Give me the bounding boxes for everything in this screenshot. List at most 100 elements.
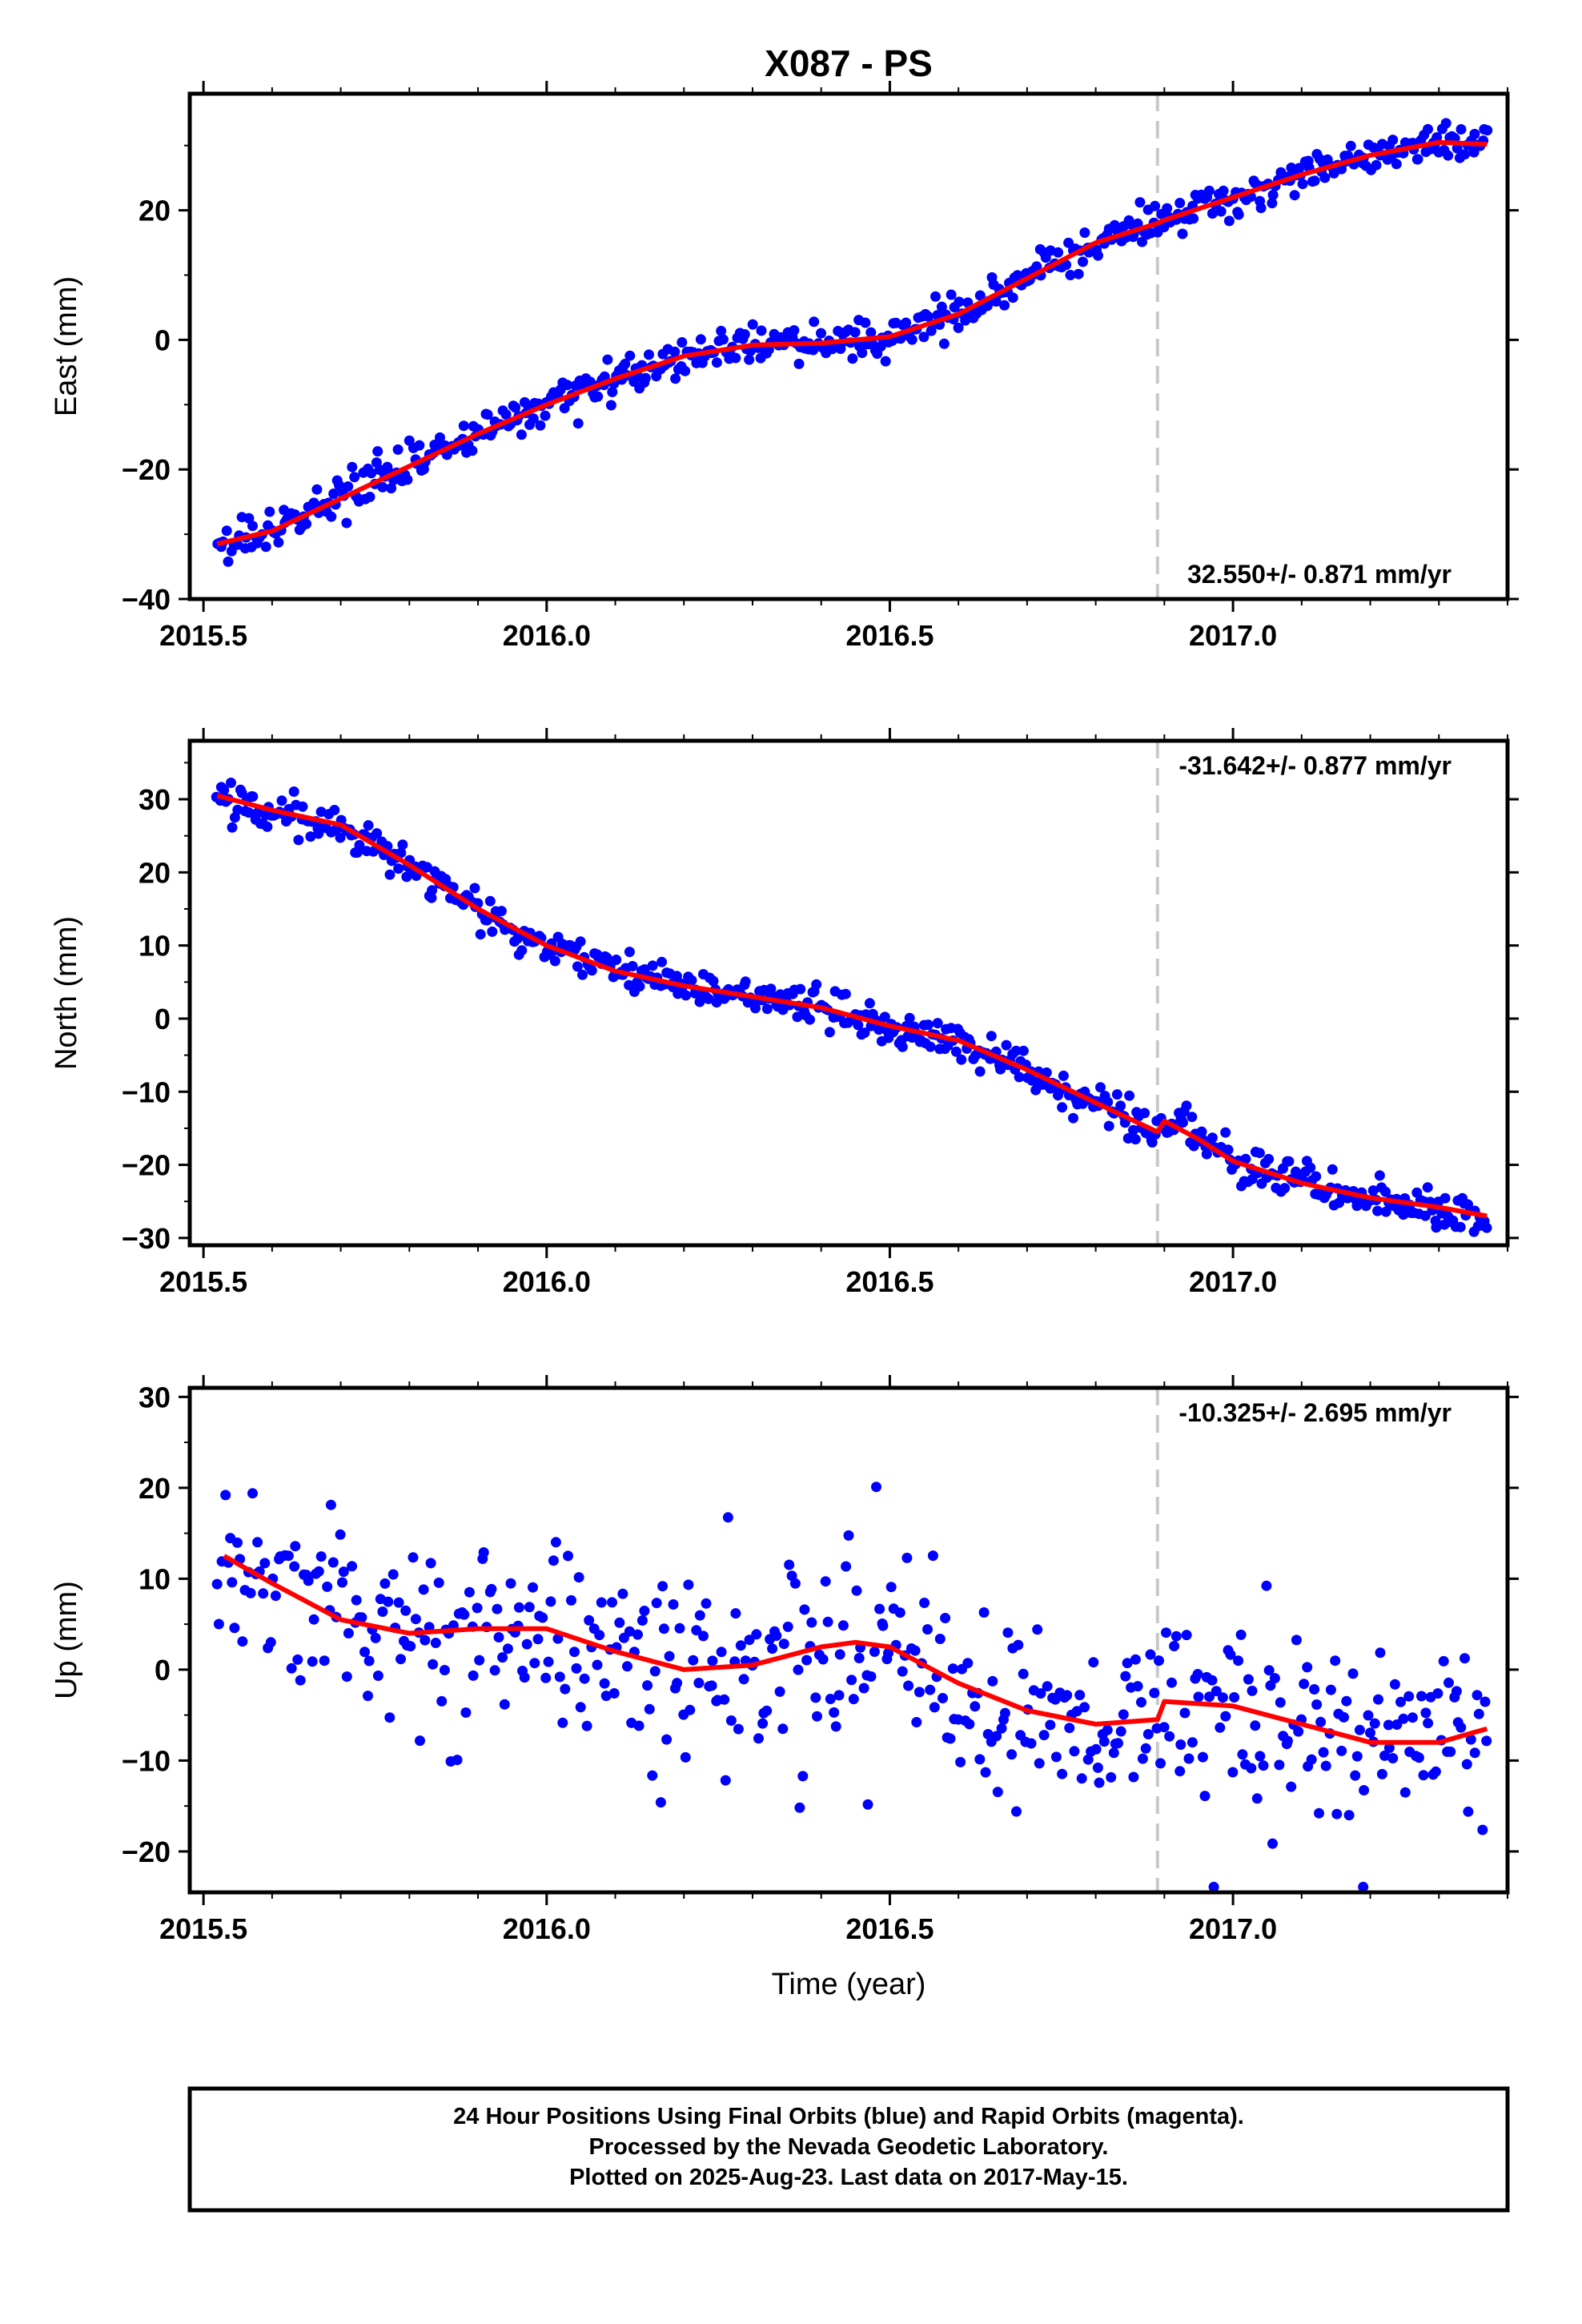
data-point <box>452 1755 463 1766</box>
data-point <box>691 1625 702 1636</box>
data-point <box>1481 1222 1492 1233</box>
data-point <box>647 1770 658 1781</box>
data-point <box>793 358 805 369</box>
data-point <box>313 1566 324 1577</box>
rate-label: -31.642+/- 0.877 mm/yr <box>1178 751 1452 780</box>
data-point <box>624 1626 635 1637</box>
data-point <box>1423 1718 1434 1729</box>
data-point <box>1134 197 1146 208</box>
data-point <box>408 1552 419 1563</box>
data-point <box>1179 1707 1191 1719</box>
data-point <box>433 1577 444 1588</box>
data-point <box>1395 1696 1406 1707</box>
data-point <box>482 409 493 420</box>
data-point <box>354 839 365 850</box>
data-point <box>771 1630 782 1641</box>
data-point <box>1482 125 1493 136</box>
data-point <box>1267 198 1278 209</box>
data-point <box>1120 1671 1131 1682</box>
data-point <box>337 1577 347 1588</box>
data-point <box>1092 1762 1103 1773</box>
data-point <box>885 1582 897 1593</box>
data-point <box>812 1711 822 1722</box>
data-point <box>919 1598 930 1608</box>
data-point <box>563 1550 573 1562</box>
x-tick-label: 2016.0 <box>503 619 591 652</box>
data-point <box>264 506 275 517</box>
data-point <box>1369 1718 1380 1729</box>
data-point <box>918 332 930 343</box>
data-point <box>292 1654 303 1665</box>
data-point <box>343 1628 354 1638</box>
data-point <box>1383 1743 1395 1754</box>
data-point <box>265 1637 276 1648</box>
data-point <box>607 1597 617 1608</box>
data-point <box>840 988 851 999</box>
data-point <box>516 945 528 956</box>
data-point <box>236 787 247 798</box>
data-point <box>607 387 618 397</box>
data-point <box>929 1702 940 1713</box>
data-point <box>987 1675 998 1687</box>
data-point <box>500 409 512 420</box>
y-tick-label: 30 <box>139 1381 171 1413</box>
data-point <box>335 832 346 843</box>
y-axis-label: Up (mm) <box>50 1581 83 1699</box>
data-point <box>1440 118 1452 129</box>
data-point <box>288 786 299 797</box>
data-point <box>1331 1808 1343 1819</box>
data-point <box>945 1733 956 1744</box>
data-point <box>418 1584 429 1595</box>
data-point <box>1094 1777 1105 1788</box>
data-point <box>351 1594 362 1606</box>
data-point <box>640 372 651 384</box>
data-point <box>1098 1736 1110 1747</box>
data-point <box>658 1623 669 1634</box>
data-point <box>879 1011 890 1023</box>
data-point <box>410 1614 421 1625</box>
data-point <box>874 1603 885 1614</box>
x-tick-label: 2016.5 <box>845 619 934 652</box>
trend-line <box>216 139 1488 547</box>
data-point <box>672 1678 683 1689</box>
data-point <box>681 990 692 1001</box>
data-point <box>930 291 941 302</box>
data-point <box>858 1683 869 1694</box>
data-point <box>493 1632 504 1642</box>
data-point <box>1188 213 1199 224</box>
data-point <box>1403 1691 1415 1702</box>
data-point <box>502 1643 513 1655</box>
data-point <box>922 1019 934 1031</box>
data-point <box>1255 1751 1266 1762</box>
data-point <box>789 1578 801 1589</box>
data-point <box>1050 1751 1062 1763</box>
data-points <box>211 778 1492 1237</box>
data-point <box>859 1027 870 1039</box>
data-point <box>685 1704 696 1715</box>
trend-line <box>216 793 1488 1219</box>
data-point <box>707 1655 718 1667</box>
data-point <box>1203 185 1215 196</box>
trend-line <box>223 1554 1488 1745</box>
data-point <box>1327 1164 1338 1175</box>
data-point <box>383 1596 394 1607</box>
data-point <box>897 1666 908 1677</box>
data-point <box>611 955 622 965</box>
data-point <box>1251 1793 1263 1804</box>
data-point <box>1267 189 1279 200</box>
data-point <box>1422 1182 1433 1193</box>
data-point <box>1137 1753 1148 1764</box>
data-point <box>397 839 408 850</box>
data-point <box>1217 1692 1228 1703</box>
data-point <box>820 1576 831 1587</box>
data-point <box>761 1705 773 1716</box>
data-point <box>864 998 875 1009</box>
data-point <box>608 1688 620 1699</box>
data-point <box>1061 259 1072 271</box>
data-point <box>677 337 688 348</box>
data-point <box>938 1693 948 1703</box>
data-point <box>960 315 971 326</box>
data-point <box>1439 1192 1451 1204</box>
data-point <box>1208 1881 1219 1892</box>
data-point <box>1035 1688 1046 1699</box>
